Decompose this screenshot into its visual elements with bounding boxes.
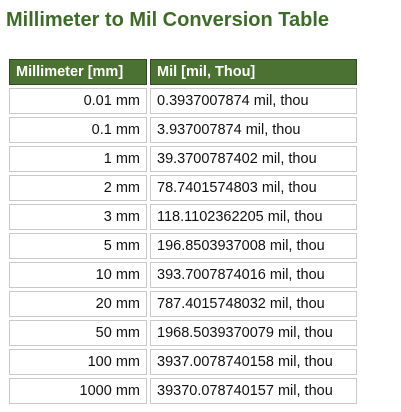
- table-row: 5 mm 196.8503937008 mil, thou: [9, 233, 357, 259]
- millimeter-cell: 20 mm: [9, 291, 147, 317]
- table-row: 100 mm 3937.0078740158 mil, thou: [9, 349, 357, 375]
- millimeter-cell: 50 mm: [9, 320, 147, 346]
- millimeter-cell: 3 mm: [9, 204, 147, 230]
- table-header-row: Millimeter [mm] Mil [mil, Thou]: [9, 59, 357, 85]
- table-row: 0.1 mm 3.937007874 mil, thou: [9, 117, 357, 143]
- millimeter-cell: 2 mm: [9, 175, 147, 201]
- millimeter-cell: 10 mm: [9, 262, 147, 288]
- mil-cell: 3.937007874 mil, thou: [150, 117, 357, 143]
- millimeter-cell: 1 mm: [9, 146, 147, 172]
- millimeter-cell: 0.1 mm: [9, 117, 147, 143]
- mil-cell: 3937.0078740158 mil, thou: [150, 349, 357, 375]
- mil-cell: 1968.5039370079 mil, thou: [150, 320, 357, 346]
- table-row: 10 mm 393.7007874016 mil, thou: [9, 262, 357, 288]
- mil-cell: 39.3700787402 mil, thou: [150, 146, 357, 172]
- mil-cell: 39370.078740157 mil, thou: [150, 378, 357, 404]
- column-header-millimeter: Millimeter [mm]: [9, 59, 147, 85]
- column-header-mil: Mil [mil, Thou]: [150, 59, 357, 85]
- millimeter-cell: 1000 mm: [9, 378, 147, 404]
- mil-cell: 787.4015748032 mil, thou: [150, 291, 357, 317]
- mil-cell: 0.3937007874 mil, thou: [150, 88, 357, 114]
- millimeter-cell: 0.01 mm: [9, 88, 147, 114]
- millimeter-cell: 100 mm: [9, 349, 147, 375]
- mil-cell: 393.7007874016 mil, thou: [150, 262, 357, 288]
- mil-cell: 78.7401574803 mil, thou: [150, 175, 357, 201]
- table-row: 1 mm 39.3700787402 mil, thou: [9, 146, 357, 172]
- conversion-table: Millimeter [mm] Mil [mil, Thou] 0.01 mm …: [6, 56, 360, 407]
- page-title: Millimeter to Mil Conversion Table: [6, 9, 330, 31]
- table-row: 3 mm 118.1102362205 mil, thou: [9, 204, 357, 230]
- table-row: 2 mm 78.7401574803 mil, thou: [9, 175, 357, 201]
- table-row: 20 mm 787.4015748032 mil, thou: [9, 291, 357, 317]
- table-row: 1000 mm 39370.078740157 mil, thou: [9, 378, 357, 404]
- mil-cell: 118.1102362205 mil, thou: [150, 204, 357, 230]
- table-row: 0.01 mm 0.3937007874 mil, thou: [9, 88, 357, 114]
- millimeter-cell: 5 mm: [9, 233, 147, 259]
- table-row: 50 mm 1968.5039370079 mil, thou: [9, 320, 357, 346]
- mil-cell: 196.8503937008 mil, thou: [150, 233, 357, 259]
